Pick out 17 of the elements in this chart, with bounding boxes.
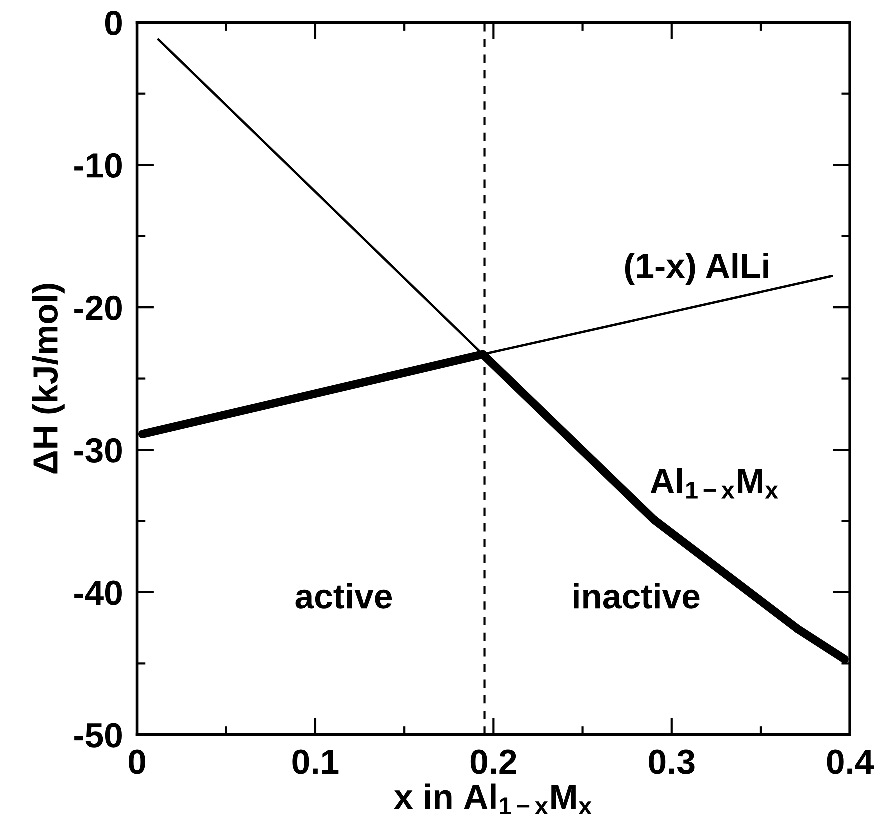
annotation: active: [296, 583, 392, 609]
y-axis-title: ΔH (kJ/mol): [32, 284, 65, 474]
x-tick-label: 0.1: [292, 750, 339, 774]
series-label: Al$_{1−x}$M$_{x}$: [650, 468, 778, 499]
x-axis-title: x in Al$_{1−x}$M$_{x}$: [394, 784, 592, 814]
x-tick-label: 0: [129, 750, 146, 774]
y-tick-label: -20: [74, 296, 122, 320]
annotation: inactive: [574, 583, 700, 609]
y-tick-label: 0: [105, 10, 122, 36]
x-tick-label: 0.3: [649, 750, 695, 774]
y-tick-label: -40: [74, 580, 122, 606]
x-tick-label: 0.2: [470, 750, 516, 774]
y-tick-label: -30: [74, 438, 122, 463]
x-tick-label: 0.4: [827, 750, 874, 774]
y-tick-label: -50: [74, 723, 122, 748]
y-tick-label: -10: [74, 153, 122, 178]
series-label: (1-x) AlLi: [625, 253, 768, 286]
